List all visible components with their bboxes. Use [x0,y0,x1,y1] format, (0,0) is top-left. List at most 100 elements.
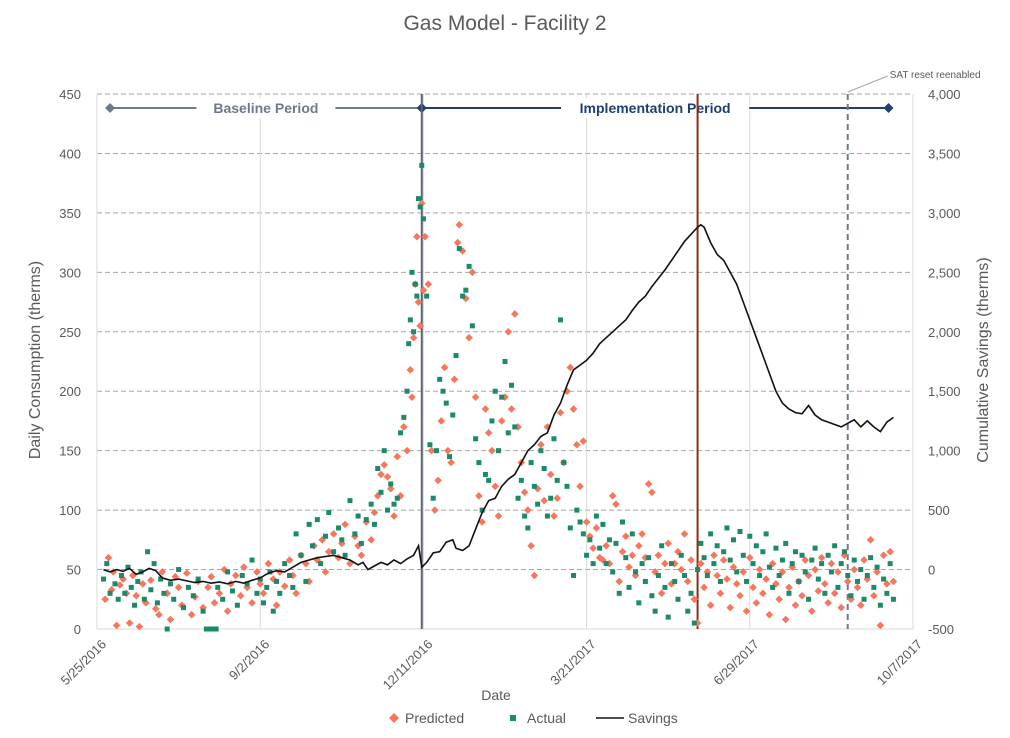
predicted-point [272,601,281,610]
actual-point [229,588,235,594]
actual-point [440,388,446,394]
predicted-point [424,280,433,289]
predicted-point [413,232,421,241]
predicted-point [602,541,610,550]
predicted-point [755,565,764,574]
predicted-point [236,591,245,600]
actual-point [260,600,266,606]
actual-point [430,495,436,501]
predicted-point [520,488,529,497]
predicted-point [285,556,294,564]
actual-point [417,204,423,210]
predicted-point [334,553,343,562]
period-label-bg [196,98,336,118]
y2-tick-label: 1,500 [928,384,961,399]
actual-point [473,436,479,442]
predicted-point [280,582,289,590]
actual-point [239,573,245,578]
actual-point [593,513,599,519]
actual-point [544,513,550,519]
predicted-point [661,559,669,568]
predicted-point [434,476,442,485]
y-tick-label: 400 [59,146,81,161]
actual-point [561,460,567,466]
actual-point [358,540,364,546]
actual-point [623,555,629,561]
actual-point [587,537,593,543]
predicted-point [417,199,426,208]
actual-point [282,561,288,567]
actual-point [234,602,240,608]
predicted-point [199,603,207,612]
actual-point [176,567,182,573]
actual-point [401,414,407,420]
actual-point [874,564,880,570]
actual-point [819,561,825,567]
predicted-point [664,539,672,548]
predicted-point [752,599,761,607]
predicted-point [488,446,496,455]
actual-point [167,581,173,587]
predicted-point [713,571,721,580]
actual-point [489,418,495,424]
actual-point [557,317,563,323]
actual-point [779,557,785,563]
actual-point [495,448,501,454]
predicted-point [843,577,852,586]
predicted-point [853,583,862,592]
actual-point [724,525,730,531]
actual-point [347,498,353,504]
predicted-point [680,530,689,538]
y2-axis-label: Cumulative Savings (therms) [975,257,992,462]
predicted-point [497,417,506,425]
predicted-point [723,575,731,583]
actual-point [616,590,622,596]
actual-point [213,626,219,632]
predicted-point [618,547,627,556]
actual-point [783,540,789,546]
predicted-point [357,551,366,560]
actual-point [571,573,577,578]
actual-point [368,501,374,507]
actual-point [822,590,828,596]
predicted-point [248,599,256,607]
predicted-point [821,580,829,588]
predicted-point [174,583,183,592]
y-tick-label: 450 [59,87,81,102]
actual-point [639,561,645,567]
actual-point [298,552,304,558]
actual-point [463,287,469,293]
legend: Predicted Actual Savings [389,710,678,726]
actual-point [580,531,586,537]
actual-point [757,573,763,578]
actual-point [277,590,283,596]
predicted-point [321,568,330,576]
actual-point [714,543,720,549]
predicted-point [537,440,545,449]
predicted-point [635,541,643,550]
actual-point [482,471,488,477]
predicted-point [808,607,816,615]
predicted-point [112,621,121,630]
event-markers: SAT reset reenabled [420,70,981,629]
actual-point [554,477,560,483]
predicted-point [507,405,516,413]
actual-point [796,578,802,584]
actual-point [538,448,544,454]
predicted-point [706,601,715,610]
predicted-point [781,615,790,624]
actual-point [825,552,831,558]
actual-point [789,561,795,567]
predicted-point [804,571,813,580]
actual-point [107,590,113,596]
predicted-point [530,571,539,580]
predicted-point [223,607,232,615]
actual-point [512,424,518,430]
legend-predicted-label: Predicted [405,710,464,726]
predicted-point [683,577,692,586]
predicted-point [109,568,118,576]
predicted-point [644,480,653,488]
actual-point [851,557,857,563]
actual-point [200,608,206,614]
predicted-point [367,536,375,544]
